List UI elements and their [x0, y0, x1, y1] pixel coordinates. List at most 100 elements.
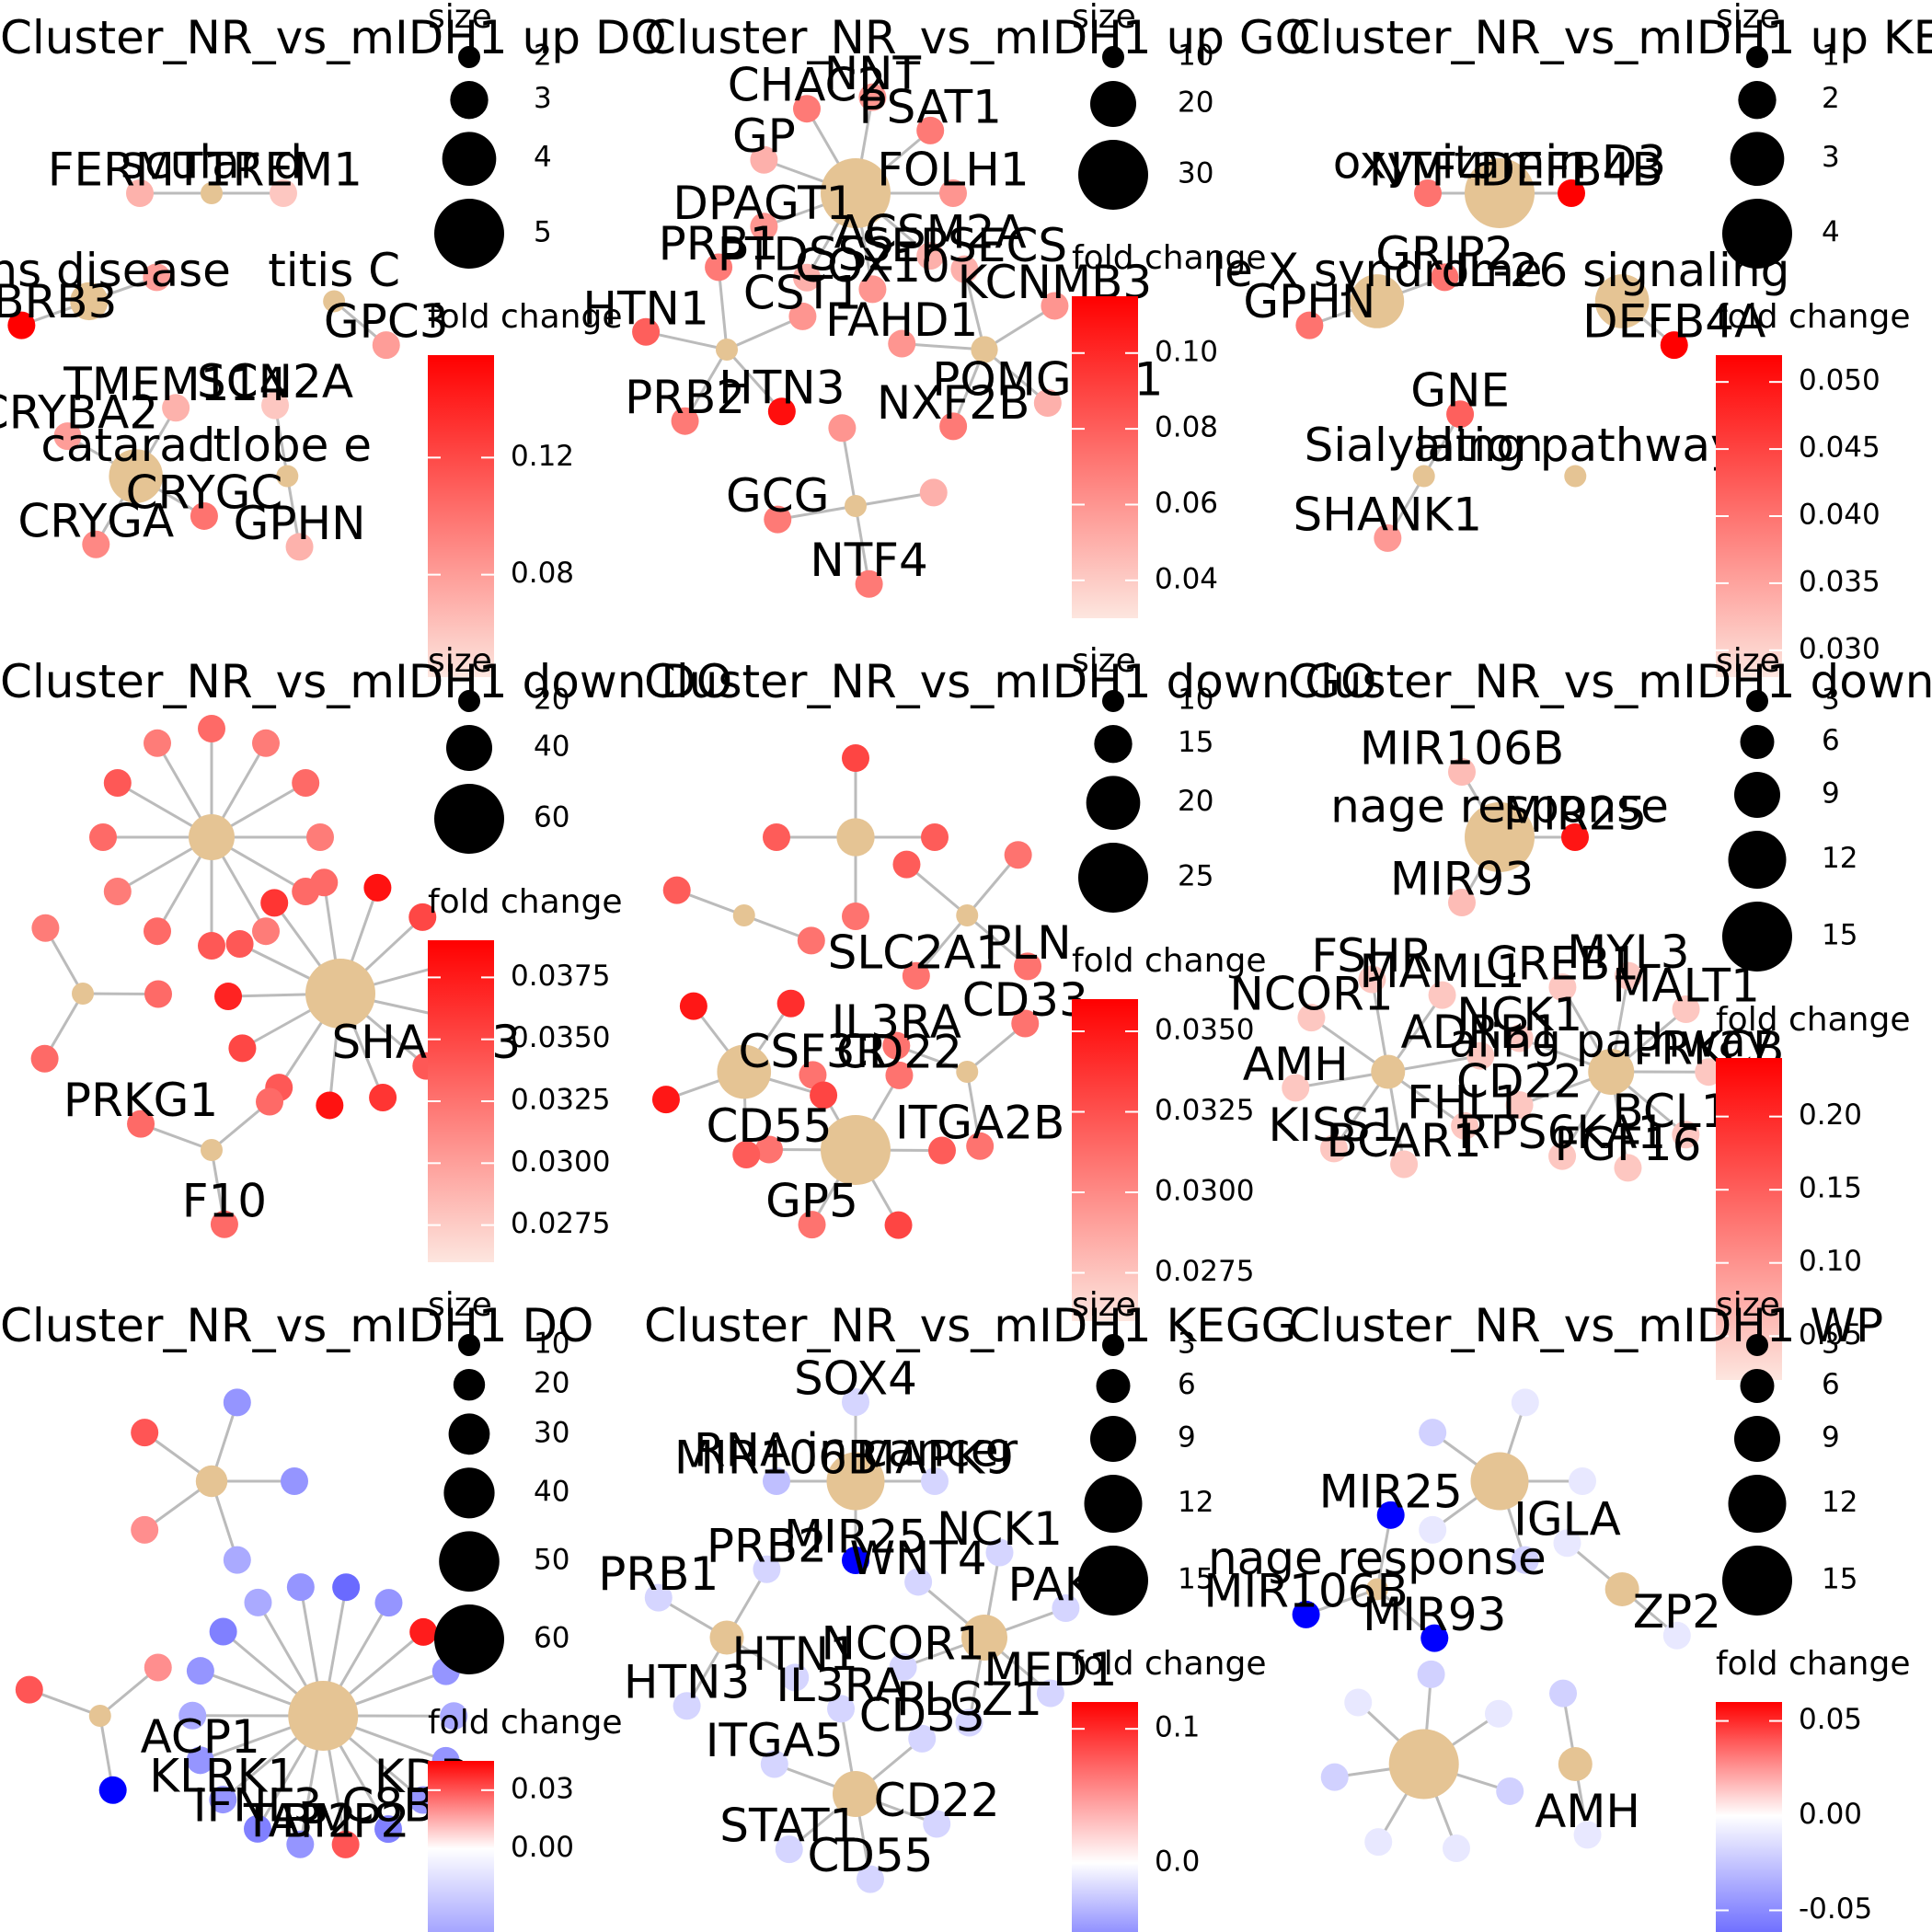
category-node: [826, 1452, 885, 1511]
gene-node: [855, 569, 883, 598]
gene-label: ITGA2B: [895, 1096, 1064, 1149]
gene-node: [331, 1830, 360, 1858]
size-key: [1746, 1334, 1768, 1356]
category-label: aling pathway: [1413, 419, 1738, 472]
size-key: [450, 81, 489, 120]
panel-title: Cluster_NR_vs_mIDH1 down KEGG: [1288, 655, 1932, 708]
gene-label: GRIP2: [1375, 227, 1513, 281]
size-tick-label: 15: [1822, 1563, 1857, 1596]
edge: [726, 315, 804, 351]
category-node: [201, 1139, 223, 1161]
category-label: titis C: [268, 244, 400, 297]
category-node: [717, 1044, 772, 1099]
size-tick-label: 20: [1178, 86, 1213, 120]
gene-node: [1614, 1154, 1642, 1182]
gene-label: PLCZ1: [896, 1673, 1042, 1726]
gene-node: [798, 1211, 826, 1239]
size-key: [434, 199, 504, 269]
gene-node: [306, 823, 334, 851]
gene-node: [1548, 1142, 1577, 1170]
gene-node: [793, 263, 821, 292]
gene-node: [162, 394, 190, 422]
gene-label: NCK1: [1456, 988, 1582, 1041]
color-legend-title: fold change: [1716, 1001, 1910, 1039]
gene-node: [858, 275, 887, 304]
category-node: [821, 158, 891, 228]
gene-node: [143, 263, 171, 292]
color-legend-title: fold change: [1072, 942, 1266, 980]
gene-node: [966, 1132, 995, 1160]
gene-node: [144, 729, 171, 757]
size-tick-label: 15: [1178, 726, 1213, 759]
gene-node: [1511, 1546, 1539, 1574]
color-legend-title: fold change: [428, 883, 622, 921]
colorbar-tick-label: 0.05: [1799, 1318, 1862, 1351]
size-key: [1738, 81, 1777, 120]
gene-node: [750, 145, 778, 174]
gene-label: WNT4: [850, 1532, 987, 1585]
gene-label: GP5: [765, 1175, 858, 1228]
gene-node: [1417, 1660, 1445, 1688]
category-label: lens disease: [0, 244, 231, 297]
size-key: [442, 132, 497, 187]
size-key: [1102, 1334, 1124, 1356]
edge: [725, 349, 783, 413]
gene-node: [842, 744, 869, 772]
category-label: l lobe e: [203, 419, 372, 472]
gene-label: IGLA: [1513, 1493, 1621, 1547]
size-key: [1078, 843, 1148, 913]
gene-label: FGF16: [1555, 1118, 1702, 1171]
color-legend-title: fold change: [1716, 1645, 1910, 1683]
gene-label: ZP2: [1633, 1585, 1721, 1639]
size-key: [1090, 81, 1136, 127]
gene-node: [1695, 1058, 1723, 1087]
category-node: [1558, 1747, 1593, 1782]
gene-node: [178, 1701, 207, 1730]
gene-label: PLN: [983, 916, 1071, 970]
gene-label: FOLH1: [877, 144, 1029, 197]
size-tick-label: 25: [1178, 860, 1213, 893]
gene-node: [885, 1061, 914, 1089]
gene-label: GCG: [726, 469, 829, 523]
size-legend-title: size: [1716, 1286, 1780, 1324]
category-node: [956, 904, 979, 926]
gene-node: [950, 255, 979, 283]
colorbar-tick-label: 0.10: [1155, 335, 1218, 368]
colorbar-tick-label: 0.0350: [511, 1021, 610, 1054]
gene-label: MIR106B: [1360, 721, 1564, 775]
gene-label: COX10: [795, 239, 950, 293]
panel: Cluster_NR_vs_mIDH1 up DO scular d titis C…: [0, 0, 667, 677]
gene-node: [1548, 973, 1577, 1002]
gene-label: CD22: [874, 1774, 1000, 1827]
gene-node: [775, 1835, 803, 1864]
colorbar-tick-label: 0.20: [1799, 1098, 1862, 1132]
category-node: [72, 983, 94, 1005]
gene-node: [1414, 179, 1442, 207]
size-tick-label: 12: [1822, 842, 1857, 875]
gene-node: [285, 533, 314, 561]
gene-node: [1052, 1594, 1080, 1623]
gene-node: [316, 1091, 344, 1120]
gene-node: [261, 391, 290, 420]
gene-label: CST1: [743, 266, 862, 319]
gene-node: [884, 1211, 913, 1239]
gene-label: NXF2B: [877, 376, 1030, 430]
size-tick-label: 10: [1178, 40, 1213, 73]
category-label: nage response: [1208, 1532, 1547, 1585]
panel: Cluster_NR_vs_mIDH1 down KEGG nage respon…: [1229, 642, 1932, 1380]
gene-label: CD33: [962, 973, 1088, 1027]
gene-node: [210, 1210, 238, 1238]
gene-label: MIR93: [1363, 1588, 1506, 1641]
gene-label: CD22: [1456, 1055, 1582, 1109]
gene-node: [131, 1419, 159, 1447]
colorbar-tick-label: 0.00: [1799, 1798, 1862, 1831]
gene-node: [858, 83, 887, 111]
gene-label: BMP2: [282, 1794, 409, 1847]
gene-label: NTF4: [810, 534, 928, 587]
category-node: [1604, 1571, 1639, 1606]
gene-label: GPHN: [234, 497, 366, 550]
size-legend-title: size: [1072, 642, 1136, 680]
size-tick-label: 9: [1178, 1421, 1196, 1455]
size-key: [1734, 1416, 1780, 1462]
colorbar-tick-label: 0.1: [1155, 1711, 1200, 1744]
